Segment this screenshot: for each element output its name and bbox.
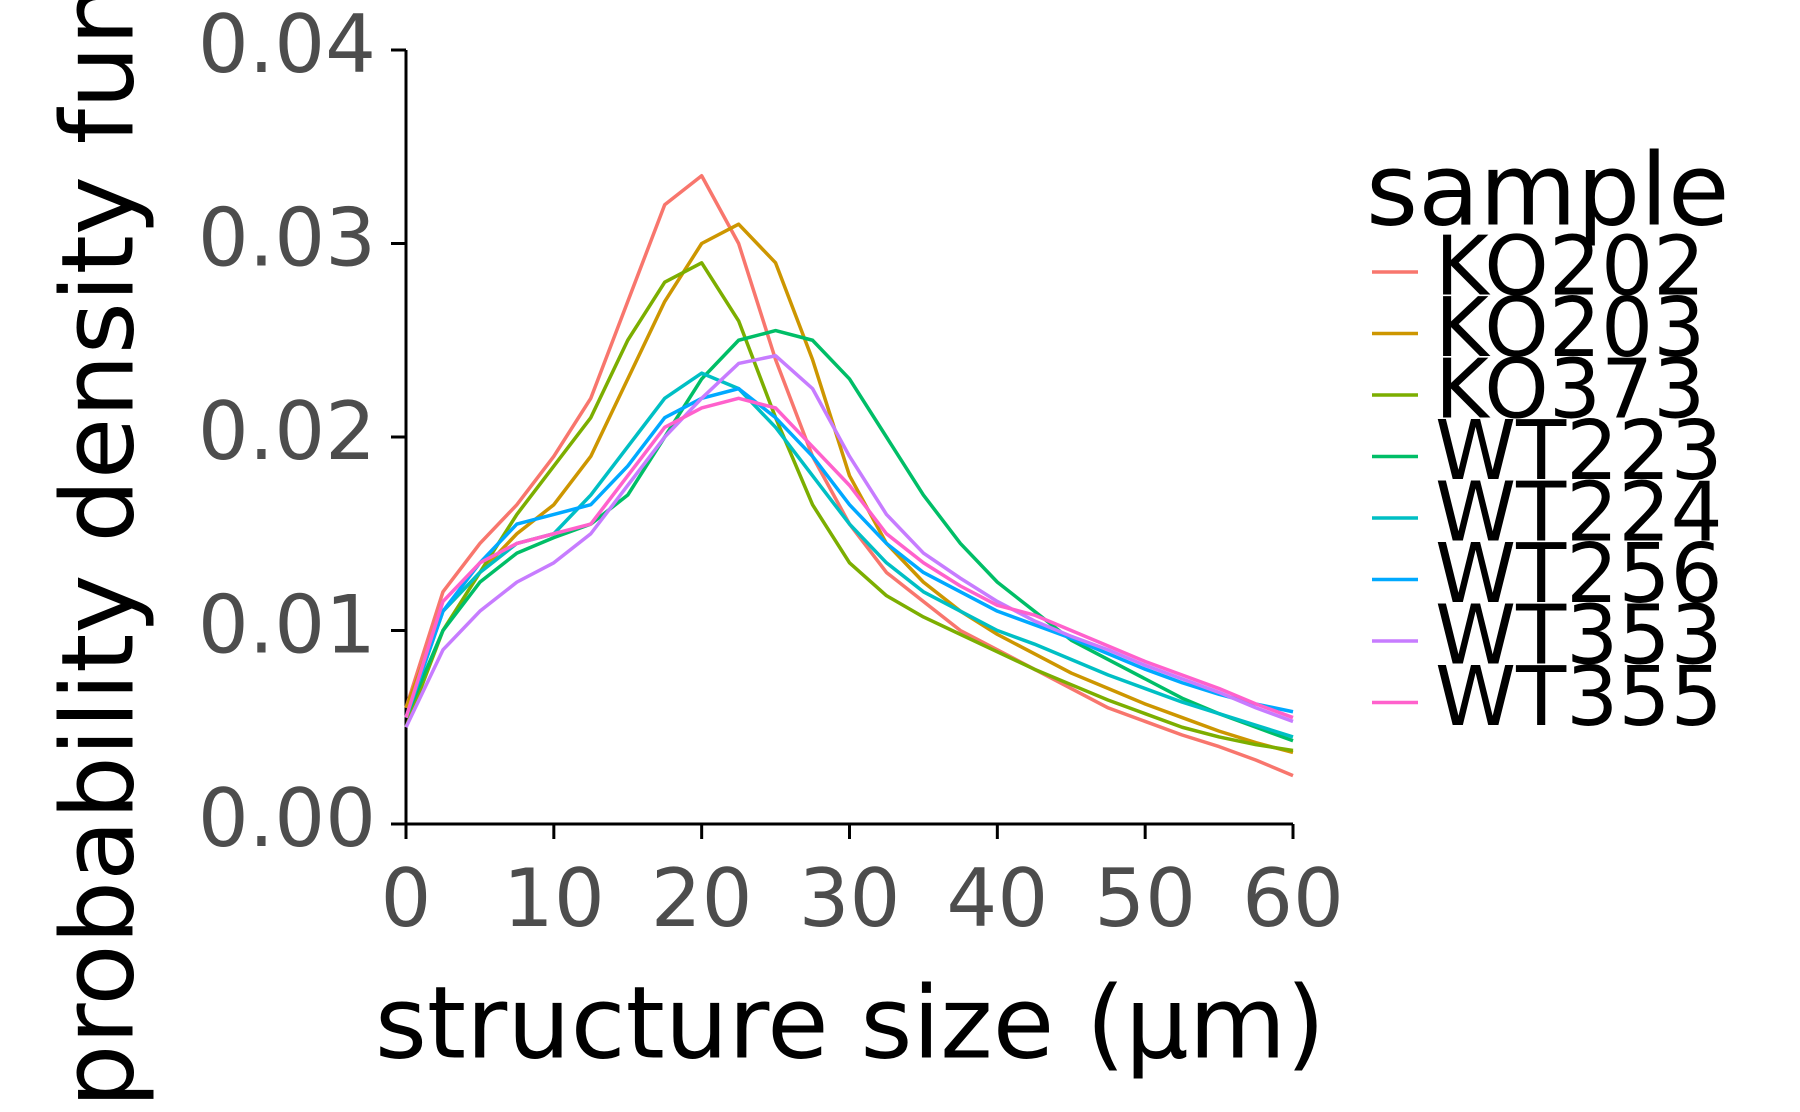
x-tick-label: 10 [503, 852, 605, 945]
legend-label: KO203 [1435, 281, 1705, 376]
y-tick-label: 0.02 [198, 385, 376, 478]
series-line [404, 371, 1294, 739]
y-tick-label: 0.00 [198, 772, 376, 865]
legend-title: sample [1366, 131, 1730, 248]
x-tick-label: 40 [946, 852, 1048, 945]
y-axis-title: probability density function [39, 0, 156, 1108]
x-axis-title: structure size (µm) [375, 964, 1325, 1081]
x-tick-label: 30 [799, 852, 901, 945]
series-line [404, 261, 1294, 753]
legend-label: WT355 [1435, 650, 1723, 745]
legend-label: KO373 [1435, 342, 1705, 437]
x-tick-label: 0 [381, 852, 432, 945]
y-tick-label: 0.01 [198, 578, 376, 671]
x-tick-label: 20 [651, 852, 753, 945]
x-tick-label: 60 [1242, 852, 1344, 945]
series-line [404, 386, 1294, 719]
legend-label: KO202 [1435, 219, 1705, 314]
y-tick-label: 0.03 [198, 191, 376, 284]
series-line [404, 222, 1294, 755]
x-tick-label: 50 [1094, 852, 1196, 945]
series-line [404, 353, 1294, 729]
series-line [404, 328, 1294, 743]
legend-label: WT353 [1435, 588, 1723, 683]
y-tick-label: 0.04 [198, 0, 376, 91]
legend-label: WT223 [1435, 404, 1723, 499]
legend-label: WT256 [1435, 527, 1723, 622]
legend-label: WT224 [1435, 465, 1723, 560]
series-line [404, 396, 1294, 720]
